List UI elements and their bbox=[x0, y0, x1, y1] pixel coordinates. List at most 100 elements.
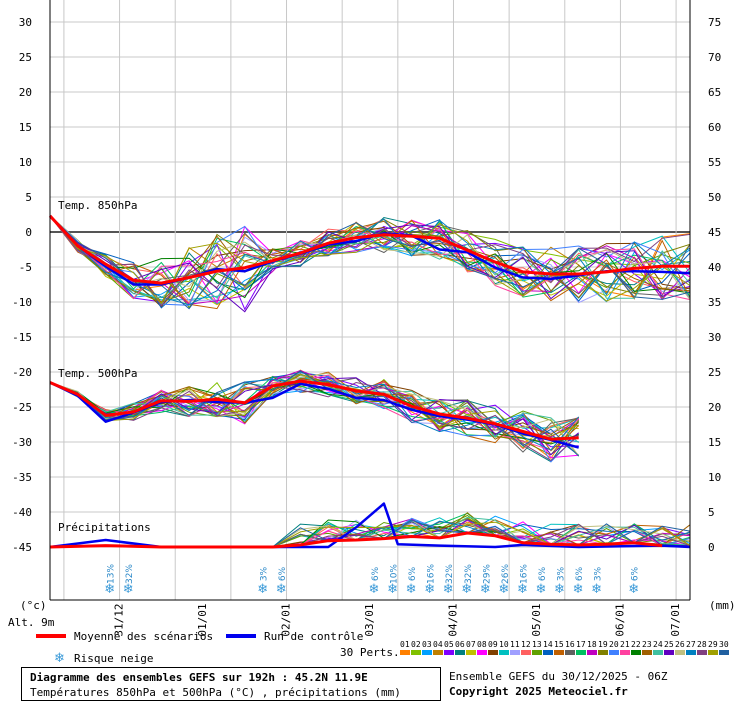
member-line bbox=[49, 215, 691, 306]
legend-member-swatch bbox=[631, 650, 641, 655]
snow-risk-pct: 32% bbox=[464, 564, 474, 584]
legend-member-swatch bbox=[653, 650, 663, 655]
legend-member-id: 03 bbox=[422, 640, 432, 649]
member-line bbox=[49, 381, 580, 462]
y-right-tick: 20 bbox=[708, 401, 721, 414]
y-left-tick: 5 bbox=[25, 191, 32, 204]
snowflake-icon: ❄ bbox=[480, 582, 491, 597]
legend-member-swatch bbox=[708, 650, 718, 655]
y-right-tick: 40 bbox=[708, 261, 721, 274]
snow-risk-pct: 6% bbox=[631, 566, 641, 581]
y-right-tick: 5 bbox=[708, 506, 715, 519]
snowflake-icon: ❄ bbox=[276, 582, 287, 597]
snowflake-icon: ❄ bbox=[517, 582, 528, 597]
y-right-tick: 50 bbox=[708, 191, 721, 204]
legend-member-swatch bbox=[400, 650, 410, 655]
y-left-tick: 30 bbox=[19, 16, 32, 29]
snow-risk-pct: 32% bbox=[445, 564, 455, 584]
legend-member-swatch bbox=[565, 650, 575, 655]
member-line bbox=[49, 373, 579, 437]
legend-member-id: 01 bbox=[400, 640, 410, 649]
legend-member-id: 18 bbox=[587, 640, 597, 649]
snowflake-icon: ❄ bbox=[387, 582, 398, 597]
legend-member-swatch bbox=[609, 650, 619, 655]
x-tick-label: 07/01 bbox=[669, 603, 682, 636]
legend-mean-label: Moyenne des scénarios bbox=[74, 630, 213, 643]
snow-risk-pct: 6% bbox=[575, 566, 585, 581]
legend-member-swatch bbox=[543, 650, 553, 655]
legend-member-id: 04 bbox=[433, 640, 443, 649]
legend-member-swatch bbox=[620, 650, 630, 655]
legend-member-swatch bbox=[642, 650, 652, 655]
legend-member-swatch bbox=[719, 650, 729, 655]
snowflake-icon: ❄ bbox=[123, 582, 134, 597]
legend: Moyenne des scénarios Run de contrôle ❄ Ris… bbox=[36, 630, 729, 666]
x-tick-label: 05/01 bbox=[530, 603, 543, 636]
snowflake-icon: ❄ bbox=[628, 582, 639, 597]
altitude: Alt. 9m bbox=[8, 616, 55, 629]
legend-member-id: 14 bbox=[543, 640, 553, 649]
legend-member-swatch bbox=[411, 650, 421, 655]
snow-risk-pct: 29% bbox=[482, 564, 492, 584]
legend-snow-icon: ❄ bbox=[54, 651, 65, 666]
y-right-tick: 45 bbox=[708, 226, 721, 239]
y-left-tick: -45 bbox=[12, 541, 32, 554]
legend-member-id: 02 bbox=[411, 640, 421, 649]
y-right-tick: 60 bbox=[708, 121, 721, 134]
legend-member-swatch bbox=[510, 650, 520, 655]
legend-member-swatch bbox=[587, 650, 597, 655]
legend-member-swatch bbox=[477, 650, 487, 655]
x-tick-label: 06/01 bbox=[613, 603, 626, 636]
legend-member-swatch bbox=[554, 650, 564, 655]
copyright: Copyright 2025 Meteociel.fr bbox=[449, 685, 628, 698]
legend-member-id: 27 bbox=[686, 640, 696, 649]
snow-risk-pct: 6% bbox=[371, 566, 381, 581]
legend-member-swatch bbox=[521, 650, 531, 655]
legend-member-swatch bbox=[697, 650, 707, 655]
legend-member-id: 26 bbox=[675, 640, 685, 649]
snowflake-icon: ❄ bbox=[257, 582, 268, 597]
member-line bbox=[49, 215, 691, 304]
snow-risk-row: 13%❄32%❄3%❄6%❄6%❄10%❄6%❄16%❄32%❄32%❄29%❄… bbox=[104, 564, 641, 597]
legend-member-id: 28 bbox=[697, 640, 707, 649]
legend-member-id: 19 bbox=[598, 640, 608, 649]
snowflake-icon: ❄ bbox=[536, 582, 547, 597]
legend-member-swatch bbox=[675, 650, 685, 655]
diagram-subtitle: Températures 850hPa et 500hPa (°C) , pré… bbox=[30, 686, 401, 699]
snow-risk-pct: 3% bbox=[594, 566, 604, 581]
snow-risk-pct: 16% bbox=[519, 564, 529, 584]
snowflake-icon: ❄ bbox=[573, 582, 584, 597]
legend-snow-label: Risque neige bbox=[74, 652, 153, 665]
y-left-tick: -30 bbox=[12, 436, 32, 449]
x-tick-label: 31/12 bbox=[113, 603, 126, 636]
legend-member-id: 10 bbox=[499, 640, 509, 649]
member-line bbox=[49, 215, 691, 305]
y-right-tick: 15 bbox=[708, 436, 721, 449]
legend-member-swatch bbox=[598, 650, 608, 655]
unit-left: (°c) bbox=[20, 599, 47, 612]
snow-risk-pct: 32% bbox=[125, 564, 135, 584]
legend-member-id: 17 bbox=[576, 640, 586, 649]
y-left-tick: -5 bbox=[19, 261, 32, 274]
legend-member-id: 13 bbox=[532, 640, 542, 649]
mean-t850-line bbox=[48, 214, 690, 285]
legend-member-id: 05 bbox=[444, 640, 454, 649]
info-box: Diagramme des ensembles GEFS sur 192h : … bbox=[21, 667, 441, 701]
snowflake-icon: ❄ bbox=[424, 582, 435, 597]
snow-risk-pct: 6% bbox=[278, 566, 288, 581]
snow-risk-pct: 6% bbox=[538, 566, 548, 581]
legend-member-swatch bbox=[422, 650, 432, 655]
legend-control-label: Run de contrôle bbox=[264, 630, 363, 643]
snowflake-icon: ❄ bbox=[461, 582, 472, 597]
main-lines bbox=[48, 214, 691, 549]
y-right-tick: 10 bbox=[708, 471, 721, 484]
legend-member-id: 16 bbox=[565, 640, 575, 649]
member-line bbox=[49, 372, 579, 456]
snowflake-icon: ❄ bbox=[406, 582, 417, 597]
label-precip: Précipitations bbox=[58, 521, 151, 534]
legend-member-id: 30 bbox=[719, 640, 729, 649]
y-right-tick: 35 bbox=[708, 296, 721, 309]
legend-member-id: 21 bbox=[620, 640, 630, 649]
